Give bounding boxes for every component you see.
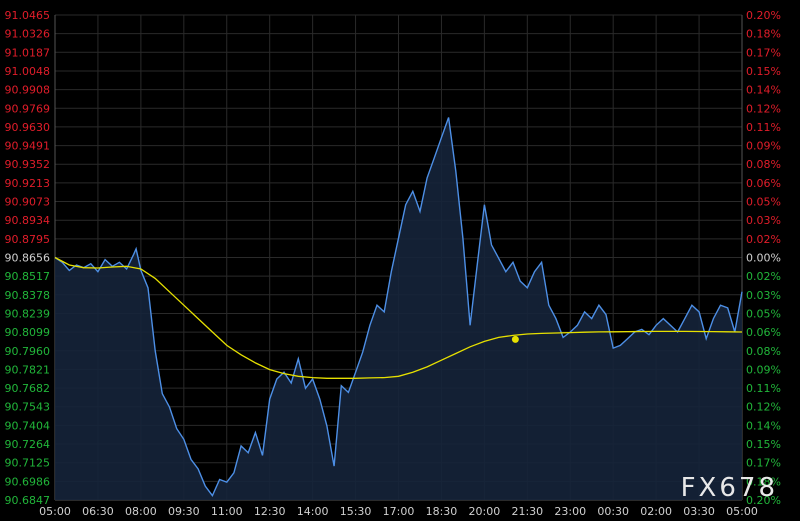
y-right-tick-label: 0.15% — [746, 438, 781, 451]
y-right-tick-label: 0.20% — [746, 9, 781, 22]
y-left-tick-label: 90.6986 — [5, 475, 51, 488]
price-line — [54, 117, 743, 497]
y-right-tick-label: 0.14% — [746, 84, 781, 97]
y-right-tick-label: 0.09% — [746, 140, 781, 153]
y-right-tick-label: 0.20% — [746, 494, 781, 507]
x-tick-label: 21:30 — [511, 505, 543, 518]
y-left-tick-label: 90.6847 — [5, 494, 51, 507]
y-left-tick-label: 90.7125 — [5, 457, 51, 470]
y-right-tick-label: 0.00% — [746, 252, 781, 265]
y-right-tick-label: 0.02% — [746, 233, 781, 246]
y-right-tick-label: 0.12% — [746, 401, 781, 414]
x-tick-label: 20:00 — [469, 505, 501, 518]
y-left-tick-label: 91.0465 — [5, 9, 51, 22]
average-line-marker — [511, 335, 519, 343]
y-right-tick-label: 0.11% — [746, 382, 781, 395]
x-tick-label: 18:30 — [426, 505, 458, 518]
y-left-tick-label: 90.9908 — [5, 84, 51, 97]
x-tick-label: 23:00 — [554, 505, 586, 518]
price-area-fill — [55, 117, 742, 500]
y-right-tick-label: 0.09% — [746, 363, 781, 376]
y-right-tick-label: 0.17% — [746, 46, 781, 59]
average-line — [54, 256, 743, 379]
y-left-tick-label: 90.8378 — [5, 289, 51, 302]
y-left-tick-label: 90.7264 — [5, 438, 51, 451]
y-left-tick-label: 90.7960 — [5, 345, 51, 358]
y-right-tick-label: 0.14% — [746, 419, 781, 432]
x-tick-label: 03:30 — [683, 505, 715, 518]
x-tick-label: 15:30 — [340, 505, 372, 518]
y-left-tick-label: 90.7821 — [5, 363, 51, 376]
watermark: FX678 — [680, 473, 778, 503]
y-right-tick-label: 0.12% — [746, 102, 781, 115]
x-tick-label: 08:00 — [125, 505, 157, 518]
x-tick-label: 17:00 — [383, 505, 415, 518]
y-right-tick-label: 0.11% — [746, 121, 781, 134]
y-left-tick-label: 91.0048 — [5, 65, 51, 78]
y-left-tick-label: 90.8795 — [5, 233, 51, 246]
y-left-tick-label: 90.7682 — [5, 382, 51, 395]
y-right-tick-label: 0.03% — [746, 214, 781, 227]
y-left-tick-label: 90.8517 — [5, 270, 51, 283]
y-left-tick-label: 90.7543 — [5, 401, 51, 414]
y-right-tick-label: 0.02% — [746, 270, 781, 283]
y-left-tick-label: 90.8934 — [5, 214, 51, 227]
x-tick-label: 12:30 — [254, 505, 286, 518]
y-right-tick-label: 0.08% — [746, 345, 781, 358]
x-tick-label: 05:00 — [726, 505, 758, 518]
y-right-tick-label: 0.06% — [746, 177, 781, 190]
x-tick-label: 00:30 — [597, 505, 629, 518]
x-tick-label: 02:00 — [640, 505, 672, 518]
y-right-tick-label: 0.06% — [746, 326, 781, 339]
x-tick-label: 06:30 — [82, 505, 114, 518]
y-right-tick-label: 0.08% — [746, 158, 781, 171]
y-left-tick-label: 91.0187 — [5, 46, 51, 59]
y-left-tick-label: 90.8656 — [5, 252, 51, 265]
y-right-tick-label: 0.17% — [746, 457, 781, 470]
x-tick-label: 05:00 — [39, 505, 71, 518]
x-tick-label: 14:00 — [297, 505, 329, 518]
y-left-tick-label: 90.7404 — [5, 419, 51, 432]
x-tick-label: 11:00 — [211, 505, 243, 518]
y-right-tick-label: 0.18% — [746, 475, 781, 488]
y-right-tick-label: 0.15% — [746, 65, 781, 78]
y-left-tick-label: 90.9213 — [5, 177, 51, 190]
y-left-tick-label: 90.9630 — [5, 121, 51, 134]
y-left-tick-label: 90.9073 — [5, 196, 51, 209]
y-left-tick-label: 90.8099 — [5, 326, 51, 339]
y-left-tick-label: 90.9769 — [5, 102, 51, 115]
y-left-tick-label: 90.8239 — [5, 307, 51, 320]
y-right-tick-label: 0.05% — [746, 307, 781, 320]
y-right-tick-label: 0.18% — [746, 28, 781, 41]
y-left-tick-label: 90.9352 — [5, 158, 51, 171]
y-left-tick-label: 90.9491 — [5, 140, 51, 153]
y-left-tick-label: 91.0326 — [5, 28, 51, 41]
y-right-tick-label: 0.05% — [746, 196, 781, 209]
y-right-tick-label: 0.03% — [746, 289, 781, 302]
x-tick-label: 09:30 — [168, 505, 200, 518]
